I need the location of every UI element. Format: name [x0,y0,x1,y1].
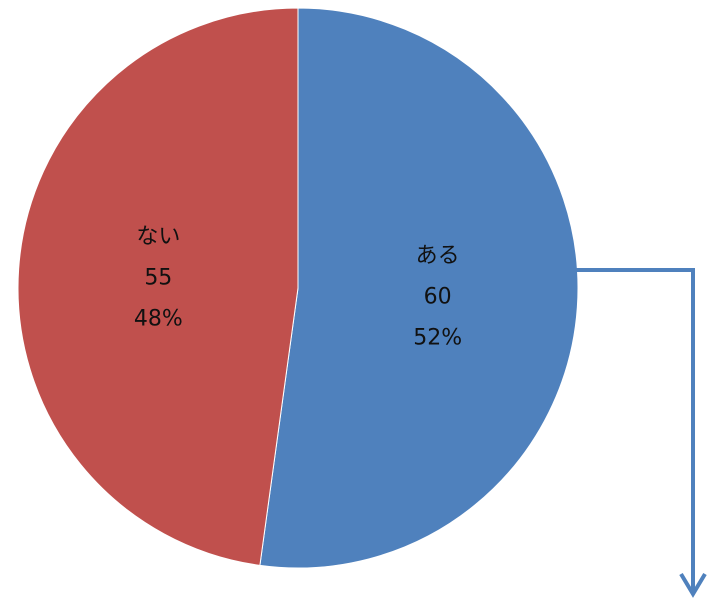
pie-labels: ある 60 52% ない 55 48% [134,224,462,350]
pie-label-category-0: ある [416,244,460,269]
pie-label-value-1: 55 [144,265,172,290]
callout-line [576,268,695,594]
arrow-down-icon [679,572,707,598]
pie-slices [17,7,579,569]
pie-label-value-0: 60 [424,285,452,310]
callout-arrow [576,268,707,598]
pie-label-category-1: ない [136,224,180,249]
pie-slice-1 [17,7,299,566]
pie-label-percent-0: 52% [413,326,462,351]
pie-slice-0 [259,7,579,569]
pie-label-percent-1: 48% [134,306,183,331]
